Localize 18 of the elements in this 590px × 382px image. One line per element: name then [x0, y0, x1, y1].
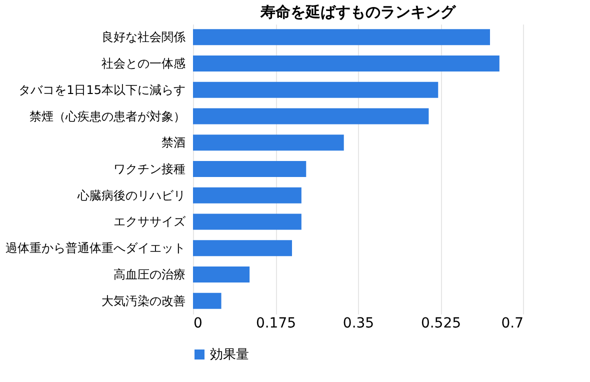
x-tick-label: 0.175 [256, 316, 296, 332]
x-tick-label: 0.7 [501, 316, 524, 332]
y-tick-label: 大気汚染の改善 [102, 294, 186, 308]
y-tick-label: エクササイズ [114, 214, 186, 229]
y-tick-label: 良好な社会関係 [102, 30, 186, 44]
y-tick-label: 心臓病後のリハビリ [76, 188, 186, 202]
y-tick-label: 禁酒 [162, 136, 186, 150]
x-tick-label: 0.525 [420, 316, 462, 332]
chart-title: 寿命を延ばすものランキング [260, 3, 456, 21]
y-tick-label: ワクチン接種 [114, 162, 186, 176]
y-tick-label: 禁煙（心疾患の患者が対象） [30, 109, 186, 124]
y-tick-label: 過体重から普通体重へダイエット [6, 241, 186, 256]
y-tick-label: 社会との一体感 [102, 56, 186, 71]
x-tick-label: 0 [194, 316, 202, 332]
legend-label: 効果量 [210, 348, 249, 362]
x-tick-label: 0.35 [342, 316, 374, 332]
y-tick-label: タバコを1日15本以下に減らす [18, 82, 186, 97]
y-tick-label: 高血圧の治療 [114, 267, 186, 282]
